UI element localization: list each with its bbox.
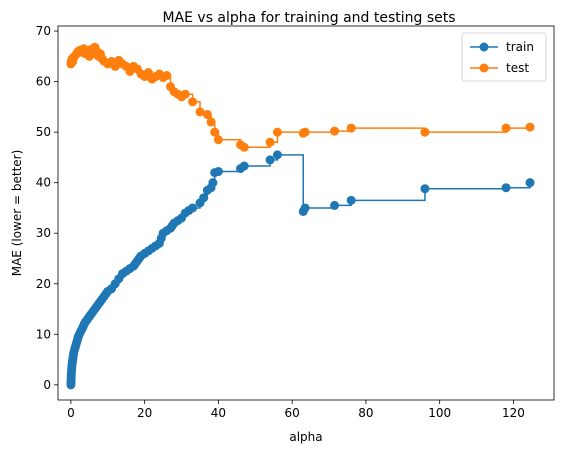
data-point-train (272, 150, 282, 160)
y-axis: 0 10 20 30 40 50 60 70 (36, 24, 58, 392)
legend-label-train: train (506, 40, 534, 54)
x-tick-label: 100 (428, 406, 451, 420)
data-point-train (346, 195, 356, 205)
data-point-train (330, 200, 340, 210)
data-point-test (265, 137, 275, 147)
legend-label-test: test (506, 61, 529, 75)
data-point-test (213, 135, 223, 145)
y-axis-label: MAE (lower = better) (10, 150, 24, 277)
data-point-train (420, 184, 430, 194)
series-train (66, 150, 535, 390)
y-tick-label: 10 (36, 327, 51, 341)
x-tick-label: 20 (137, 406, 152, 420)
data-point-train (265, 155, 275, 165)
data-point-test (195, 107, 205, 117)
data-point-train (199, 193, 209, 203)
legend-marker-test (479, 63, 489, 73)
y-tick-label: 50 (36, 125, 51, 139)
data-point-train (501, 183, 511, 193)
legend-item-train: train (470, 40, 534, 54)
data-point-train (188, 203, 198, 213)
legend: train test (461, 32, 547, 82)
plot-area (57, 25, 555, 401)
data-point-test (330, 126, 340, 136)
data-point-test (210, 127, 220, 137)
data-point-test (143, 67, 153, 77)
data-point-test (420, 127, 430, 137)
data-point-train (239, 161, 249, 171)
x-tick-label: 40 (211, 406, 226, 420)
data-point-test (206, 117, 216, 127)
x-axis: 0 20 40 60 80 100 120 (67, 400, 525, 420)
data-point-test (180, 89, 190, 99)
data-point-train (300, 203, 310, 213)
data-point-test (346, 123, 356, 133)
data-point-test (188, 97, 198, 107)
y-tick-label: 20 (36, 277, 51, 291)
y-tick-label: 0 (43, 378, 51, 392)
axes-frame (57, 25, 555, 401)
series-layer (66, 42, 535, 390)
data-point-test (202, 109, 212, 119)
x-axis-label: alpha (289, 430, 322, 444)
y-tick-label: 60 (36, 75, 51, 89)
legend-item-test: test (470, 61, 529, 75)
x-tick-label: 60 (285, 406, 300, 420)
y-tick-label: 40 (36, 176, 51, 190)
data-point-test (162, 71, 172, 81)
y-tick-label: 30 (36, 226, 51, 240)
legend-marker-train (479, 42, 489, 52)
chart-title: MAE vs alpha for training and testing se… (162, 10, 455, 26)
data-point-test (525, 122, 535, 132)
x-tick-label: 80 (358, 406, 373, 420)
x-tick-label: 120 (502, 406, 525, 420)
data-point-train (208, 178, 218, 188)
data-point-test (239, 142, 249, 152)
y-tick-label: 70 (36, 24, 51, 38)
data-point-train (213, 167, 223, 177)
data-point-test (300, 127, 310, 137)
data-point-test (272, 127, 282, 137)
x-tick-label: 0 (67, 406, 75, 420)
data-point-train (525, 178, 535, 188)
series-test (66, 42, 535, 152)
data-point-test (501, 123, 511, 133)
